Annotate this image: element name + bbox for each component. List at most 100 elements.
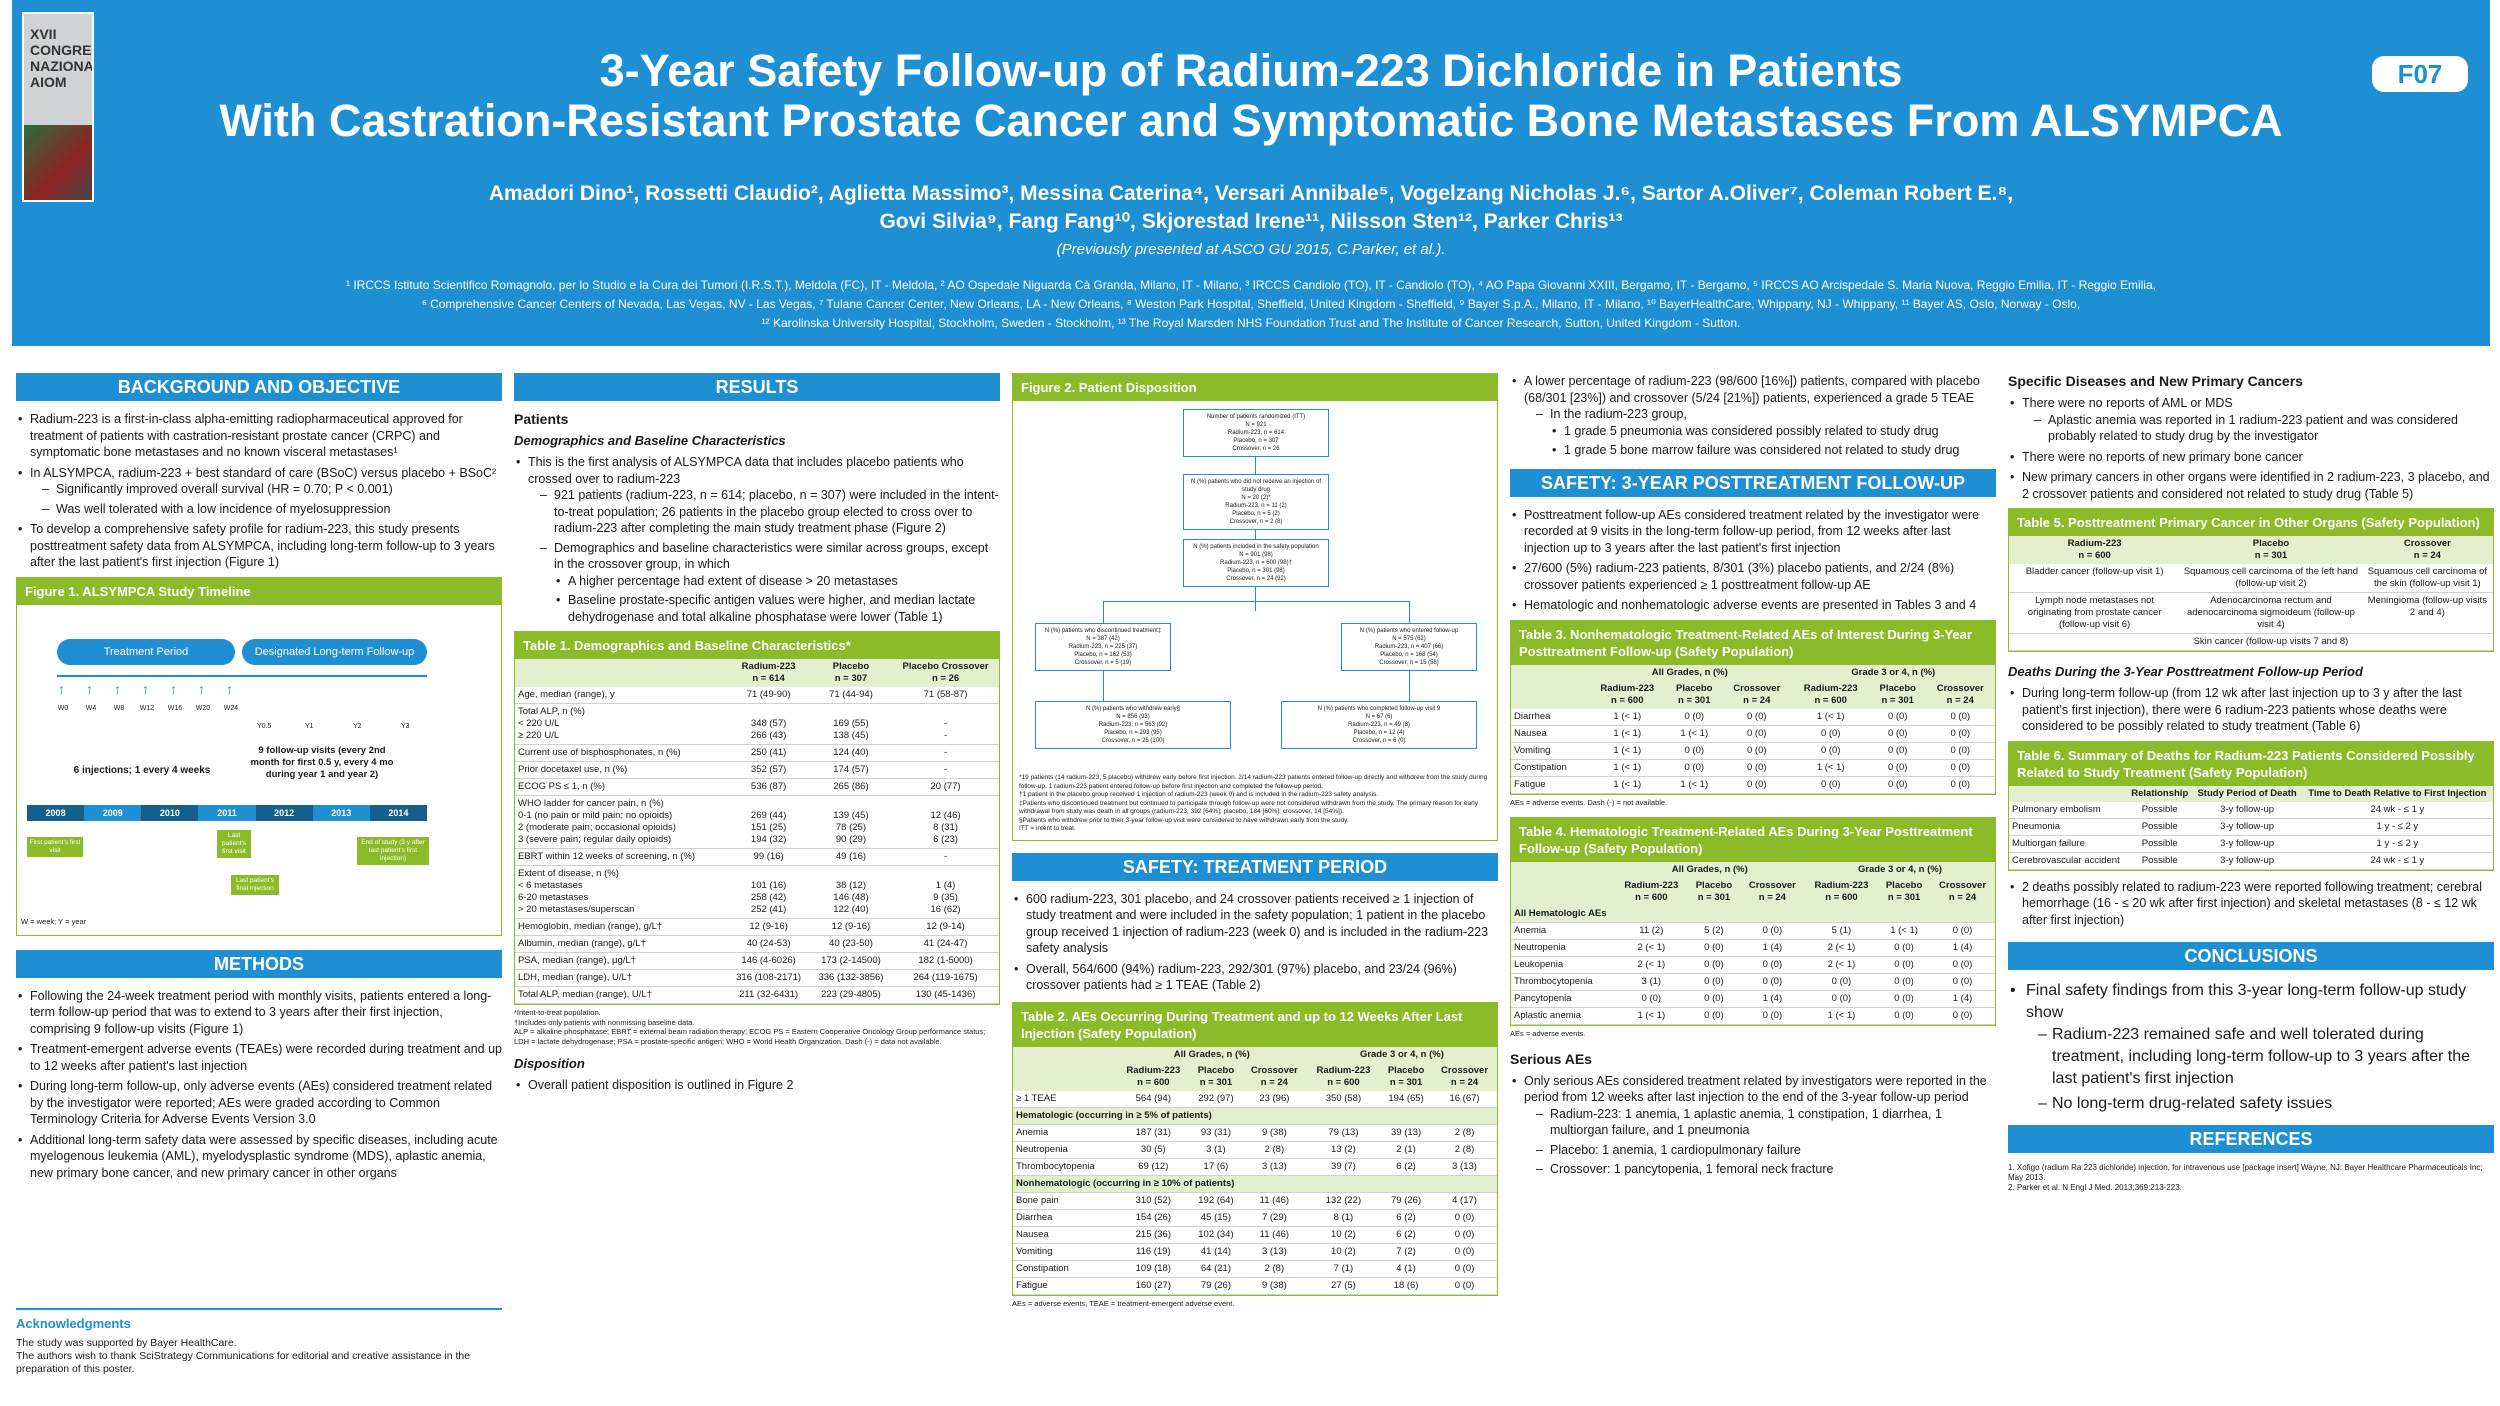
spec-bullet-1: There were no reports of AML or MDS Apla… <box>2008 395 2494 445</box>
week-label: W20 <box>195 704 211 712</box>
table-2-cell: 45 (15) <box>1189 1209 1242 1227</box>
table-3-cell: Fatigue <box>1511 776 1589 794</box>
table-4-cell: 0 (0) <box>1930 922 1995 940</box>
table-3-cell: 0 (0) <box>1791 776 1870 794</box>
table-6-cell: Pulmonary embolism <box>2009 801 2128 819</box>
table-4-cell: 0 (0) <box>1878 939 1931 957</box>
table-2-header-3: Radium-223 n = 600 <box>1306 1062 1381 1091</box>
table-2-header-blank <box>1013 1062 1117 1091</box>
table-2-cell: 17 (6) <box>1189 1158 1242 1176</box>
table-2-cell: Diarrhea <box>1013 1209 1117 1227</box>
table-6-cell: Pneumonia <box>2009 818 2128 836</box>
table-6-grid: Relationship Study Period of Death Time to… <box>2009 785 2493 870</box>
year-bar: 2008 2009 2010 2011 2012 2013 2014 <box>27 804 427 821</box>
column-2: RESULTS Patients Demographics and Baseli… <box>514 373 1000 1383</box>
table-4-row: Thrombocytopenia 3 (1) 0 (0) 0 (0) 0 (0) 0 (0… <box>1511 973 1995 991</box>
table-5-row: Skin cancer (follow-up visits 7 and 8) <box>2009 633 2493 651</box>
figure-2-foot-3: ‡Patients who discontinued treatment but… <box>1019 799 1478 816</box>
table-2-cell: 3 (1) <box>1189 1141 1242 1159</box>
table-4-cell: 0 (0) <box>1614 990 1688 1008</box>
table-3-cell: 0 (0) <box>1869 776 1926 794</box>
table-5-cell: Adenocarcinoma rectum and adenocarcinoma… <box>2180 592 2362 634</box>
table-3-cell: 1 (< 1) <box>1791 708 1870 726</box>
table-4-title: Table 4. Hematologic Treatment-Related A… <box>1511 818 1995 862</box>
grade5-bullet-text: A lower percentage of radium-223 (98/600… <box>1524 374 1980 405</box>
table-2-cell: 0 (0) <box>1432 1260 1497 1278</box>
table-3-cell: 1 (< 1) <box>1588 759 1667 777</box>
table-2-cell: 11 (46) <box>1241 1226 1307 1244</box>
table-4-cell: Neutropenia <box>1511 939 1615 957</box>
demographics-heading: Demographics and Baseline Characteristic… <box>514 433 786 448</box>
table-1-cell: Age, median (range), y <box>515 687 728 704</box>
table-1-cell: Extent of disease, n (%) < 6 metastases … <box>515 865 728 919</box>
followup-year-label: Y3 <box>401 722 410 730</box>
table-6-header-1: Relationship <box>2127 785 2193 802</box>
table-2-cell: 16 (67) <box>1432 1090 1497 1108</box>
table-6-cell: 24 wk - ≤ 1 y <box>2301 801 2493 819</box>
background-bullet-2-text: In ALSYMPCA, radium-223 + best standard … <box>30 465 497 480</box>
table-4-cell: 1 (4) <box>1739 990 1805 1008</box>
table-4-cell: 1 (< 1) <box>1878 922 1931 940</box>
table-2-cell: 79 (13) <box>1306 1124 1381 1142</box>
table-2-body: ≥ 1 TEAE 564 (94) 292 (97) 23 (96) 350 (58) 1… <box>1013 1090 1497 1295</box>
table-6-cell: Possible <box>2127 801 2193 819</box>
table-1-cell: 223 (29-4805) <box>809 986 893 1004</box>
injections-text: 6 injections; 1 every 4 weeks <box>73 764 211 776</box>
table-6-cell: Possible <box>2127 818 2193 836</box>
table-1-row: PSA, median (range), μg/L† 146 (4-6026) 17… <box>515 952 999 970</box>
table-4-cell: 0 (0) <box>1930 1007 1995 1025</box>
table-3-cell: Nausea <box>1511 725 1589 743</box>
followup-year-label: Y2 <box>353 722 362 730</box>
table-6: Table 6. Summary of Deaths for Radium-22… <box>2008 740 2494 871</box>
table-1-cell: 336 (132-3856) <box>809 969 893 987</box>
grade5-sub-1: 1 grade 5 pneumonia was considered possi… <box>1524 423 1996 440</box>
table-3-cell: 1 (< 1) <box>1588 776 1667 794</box>
posttreatment-bullet-2: 27/600 (5%) radium-223 patients, 8/301 (… <box>1510 560 1996 593</box>
table-2-row: Diarrhea 154 (26) 45 (15) 7 (29) 8 (1) 6 (2) 0… <box>1013 1209 1497 1227</box>
disposition-heading: Disposition <box>514 1056 585 1071</box>
title-line-1: 3-Year Safety Follow-up of Radium-223 Di… <box>599 45 1903 96</box>
week-arrow: ↑ <box>142 680 149 697</box>
table-4-cell: 0 (0) <box>1804 973 1879 991</box>
table-1-cell: 139 (45) 78 (25) 90 (29) <box>809 795 893 849</box>
table-1-cell: 173 (2-14500) <box>809 952 893 970</box>
spec-bullet-2: There were no reports of new primary bon… <box>2008 449 2494 466</box>
posttreatment-bullet-3: Hematologic and nonhematologic adverse e… <box>1510 597 1996 614</box>
flow-connector-split <box>1103 601 1409 602</box>
table-2-cell: 6 (2) <box>1380 1158 1433 1176</box>
table-6-cell: 3-y follow-up <box>2192 852 2302 870</box>
table-2: Table 2. AEs Occurring During Treatment … <box>1012 1001 1498 1296</box>
table-3-cell: 0 (0) <box>1869 725 1926 743</box>
disposition-bullet: Overall patient disposition is outlined … <box>514 1077 1000 1094</box>
table-2-cell: 116 (19) <box>1116 1243 1190 1261</box>
safety-treatment-bullet-1: 600 radium-223, 301 placebo, and 24 cros… <box>1012 891 1498 957</box>
table-1-row: Albumin, median (range), g/L† 40 (24-53) 4… <box>515 935 999 953</box>
references-title: REFERENCES <box>2008 1125 2494 1153</box>
table-2-cell: 310 (52) <box>1116 1192 1190 1210</box>
serious-aes-dash-2: Placebo: 1 anemia, 1 cardiopulmonary fai… <box>1524 1142 1996 1159</box>
background-bullet-2: In ALSYMPCA, radium-223 + best standard … <box>16 465 502 518</box>
timeline-axis <box>57 674 427 677</box>
table-1-cell: 12 (46) 8 (31) 6 (23) <box>892 795 999 849</box>
table-4-group-1: All Grades, n (%) <box>1614 862 1805 878</box>
table-1-row: Age, median (range), y 71 (49-90) 71 (44-9… <box>515 687 999 704</box>
table-2-header-1: Placebo n = 301 <box>1189 1062 1242 1091</box>
table-4-cell: 1 (< 1) <box>1804 1007 1879 1025</box>
table-6-row: Cerebrovascular accident Possible 3-y foll… <box>2009 852 2493 870</box>
table-2-cell: 0 (0) <box>1432 1209 1497 1227</box>
results-sub-1: A higher percentage had extent of diseas… <box>528 573 1000 590</box>
figure-2-title: Figure 2. Patient Disposition <box>1013 374 1497 401</box>
table-3-cell: 0 (0) <box>1791 742 1870 760</box>
results-bullet-1-text: This is the first analysis of ALSYMPCA d… <box>528 455 964 486</box>
table-3-cell: 0 (0) <box>1722 742 1792 760</box>
table-3-cell: 0 (0) <box>1722 776 1792 794</box>
table-1-cell: Total ALP, n (%) < 220 U/L ≥ 220 U/L <box>515 703 728 745</box>
table-1-cell: 40 (24-53) <box>727 935 810 953</box>
table-3-cell: Vomiting <box>1511 742 1589 760</box>
table-3-corner <box>1511 664 1589 681</box>
year-cell: 2014 <box>369 804 427 821</box>
table-3-cell: 0 (0) <box>1869 708 1926 726</box>
column-5: Specific Diseases and New Primary Cancer… <box>2008 373 2494 1383</box>
table-1-header-3: Placebo Crossover n = 26 <box>892 659 999 687</box>
table-3-body: Diarrhea 1 (< 1) 0 (0) 0 (0) 1 (< 1) 0 (0) 0 (… <box>1511 708 1995 794</box>
